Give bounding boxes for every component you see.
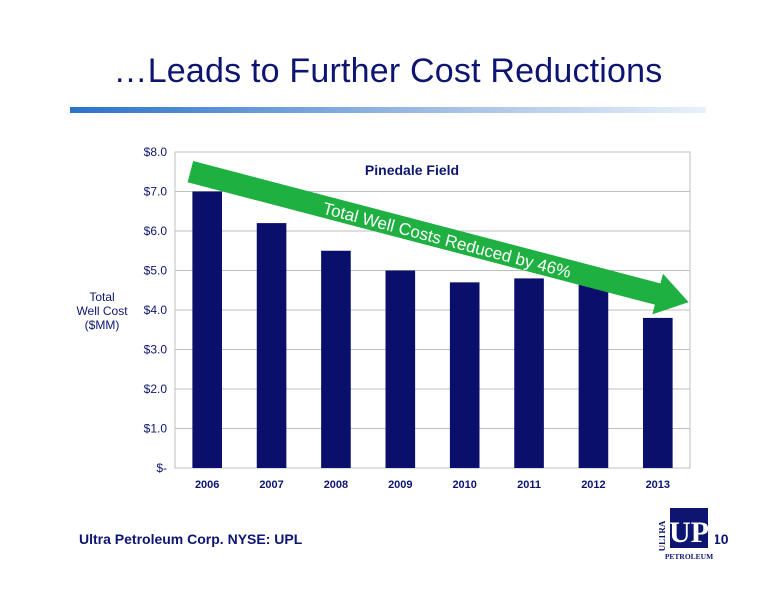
y-tick-label: $5.0 — [144, 264, 168, 278]
logo-bottom-text: PETROLEUM — [665, 552, 713, 561]
x-tick-label: 2010 — [452, 479, 476, 491]
y-tick-label: $4.0 — [144, 303, 168, 317]
bar-2009 — [385, 270, 416, 468]
y-tick-labels: $- $1.0 $2.0 $3.0 $4.0 $5.0 $6.0 $7.0 $8.0 — [144, 145, 168, 475]
x-tick-label: 2009 — [388, 479, 412, 491]
logo-mark: UP — [669, 516, 709, 549]
y-tick-label: $6.0 — [144, 224, 168, 238]
x-tick-label: 2013 — [646, 479, 670, 491]
footer-company: Ultra Petroleum Corp. NYSE: UPL — [79, 531, 303, 547]
y-tick-label: $7.0 — [144, 185, 168, 199]
bar-2008 — [321, 250, 351, 468]
bar-2006 — [192, 191, 222, 468]
bar-2010 — [449, 282, 480, 468]
company-logo: ULTRA UP PETROLEUM — [659, 506, 715, 562]
bar-2007 — [256, 223, 287, 468]
y-tick-label: $1.0 — [144, 422, 168, 436]
x-tick-label: 2011 — [517, 479, 541, 491]
y-tick-label: $2.0 — [144, 382, 168, 396]
bar-2012 — [578, 282, 609, 468]
y-axis-label: Total Well Cost ($MM) — [76, 290, 128, 332]
logo-top-text: ULTRA — [659, 520, 667, 551]
page-number: 10 — [713, 531, 729, 547]
y-axis-label-line-2: Well Cost — [76, 304, 128, 318]
y-tick-label: $3.0 — [144, 343, 168, 357]
x-tick-label: 2006 — [195, 479, 219, 491]
bar-2011 — [514, 278, 544, 468]
x-tick-label: 2012 — [581, 479, 605, 491]
x-tick-labels: 2006 2007 2008 2009 2010 2011 2012 2013 — [195, 479, 670, 491]
bars — [192, 191, 673, 468]
x-tick-label: 2007 — [259, 479, 283, 491]
chart-title: Pinedale Field — [365, 162, 459, 178]
bar-2013 — [643, 317, 673, 468]
y-tick-label: $- — [156, 461, 167, 475]
x-tick-label: 2008 — [324, 479, 348, 491]
arrow-shape — [187, 161, 689, 315]
title-underline — [70, 107, 706, 113]
y-tick-label: $8.0 — [144, 145, 168, 159]
y-axis-label-line-3: ($MM) — [85, 318, 120, 332]
slide-title: …Leads to Further Cost Reductions — [113, 52, 663, 90]
y-axis-label-line-1: Total — [89, 290, 114, 304]
